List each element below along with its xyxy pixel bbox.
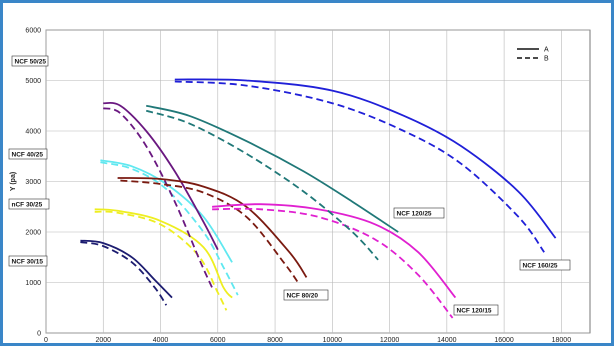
series-line-ncf-160-25-b <box>174 80 545 253</box>
curve-label-box <box>11 55 49 67</box>
y-tick-label: 6000 <box>25 28 41 35</box>
x-tick-label: 12000 <box>380 337 400 343</box>
curve-label: NCF 160/25 <box>523 263 558 270</box>
series-line-ncf-50-25-b <box>103 107 213 288</box>
series-line-ncf-80-20-b <box>120 179 299 284</box>
legend-label: A <box>544 47 549 54</box>
series-line-ncf-30-15-b <box>80 241 168 306</box>
x-tick-label: 2000 <box>95 337 111 343</box>
series-line-ncf-30-25-b <box>94 210 228 311</box>
x-tick-label: 18000 <box>552 337 572 343</box>
curve-label-box <box>393 207 445 219</box>
x-tick-label: 0 <box>44 337 48 343</box>
curve-label-box <box>8 255 48 267</box>
series-line-ncf-80-20-a <box>117 177 308 278</box>
series-line-ncf-120-15-a <box>212 203 457 299</box>
fan-curve-chart: 0 2000 4000 6000 8000 10000 12000 14000 16000 180… <box>8 28 591 343</box>
curve-label-box <box>283 289 329 301</box>
x-tick-label: 6000 <box>210 337 226 343</box>
series-line-ncf-30-15-a <box>80 239 173 299</box>
series-line-ncf-40-25-b <box>100 161 239 296</box>
curve-label: NCF 40/25 <box>12 152 44 159</box>
curve-label: NCF 30/15 <box>12 259 44 266</box>
y-axis-title: Y (pa) <box>10 172 17 191</box>
curve-label-box <box>8 148 48 160</box>
y-tick-label: 3000 <box>25 179 41 186</box>
x-tick-label: 4000 <box>153 337 169 343</box>
curve-label-box <box>453 304 499 316</box>
series-line-ncf-160-25-a <box>174 78 557 239</box>
series-line-ncf-30-25-a <box>94 208 233 299</box>
curve-label: nCF 30/25 <box>12 202 43 209</box>
legend-label: B <box>544 56 549 63</box>
y-tick-label: 0 <box>37 331 41 338</box>
curve-label: NCF 80/20 <box>287 293 319 300</box>
x-tick-label: 16000 <box>494 337 514 343</box>
x-tick-label: 14000 <box>437 337 457 343</box>
curve-label: NCF 120/15 <box>457 308 492 315</box>
curve-label: NCF 50/25 <box>15 59 47 66</box>
series-line-ncf-50-25-a <box>103 101 219 251</box>
y-tick-label: 1000 <box>25 280 41 287</box>
series-line-ncf-120-25-a <box>146 104 399 233</box>
y-tick-label: 5000 <box>25 78 41 85</box>
curve-label-box <box>519 259 571 271</box>
y-tick-label: 2000 <box>25 230 41 237</box>
x-tick-label: 10000 <box>323 337 343 343</box>
series-line-ncf-120-25-b <box>145 109 379 261</box>
curve-label-box <box>8 198 50 210</box>
curve-label: NCF 120/25 <box>397 211 432 218</box>
y-tick-label: 4000 <box>25 129 41 136</box>
x-tick-label: 8000 <box>267 337 283 343</box>
